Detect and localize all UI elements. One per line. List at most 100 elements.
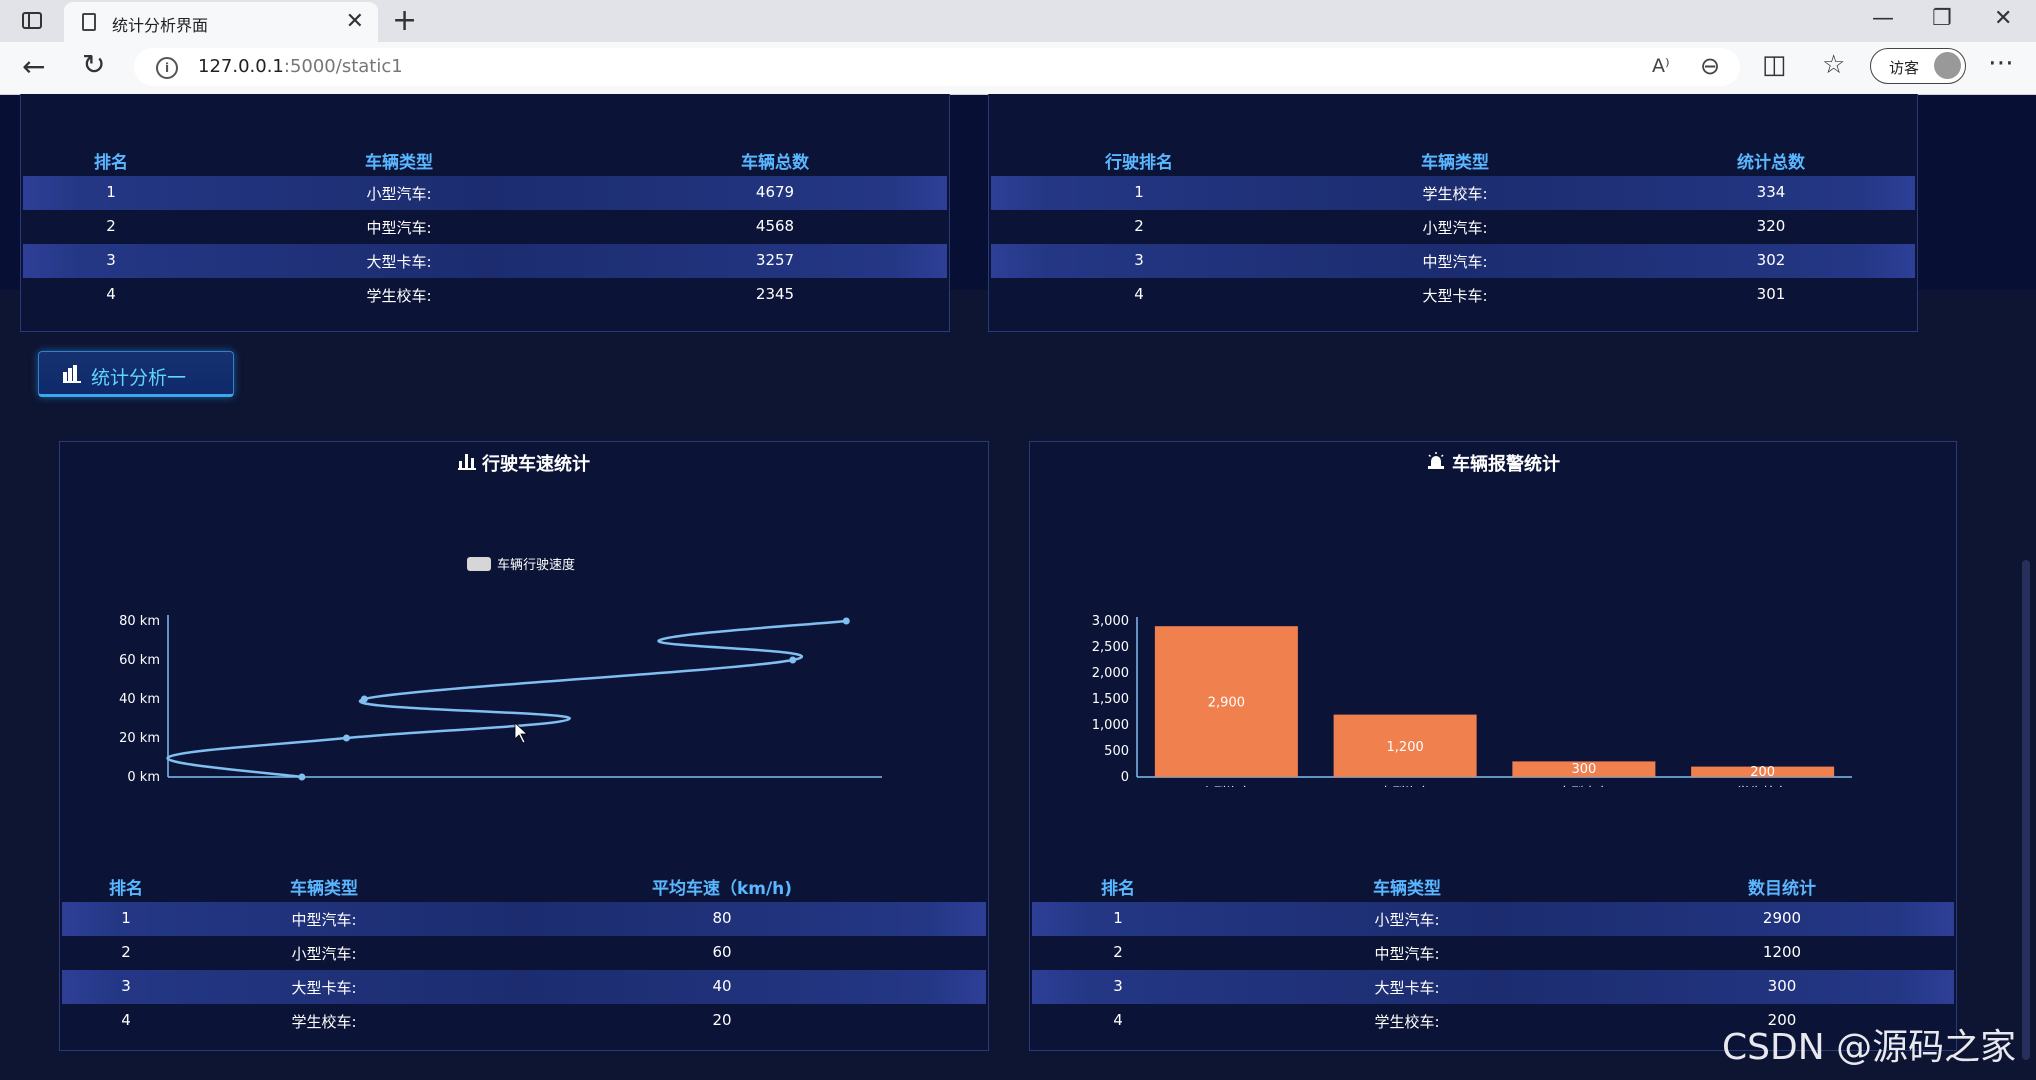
header-rank: 排名 (1101, 879, 1135, 899)
cell-type: 大型卡车: (1374, 979, 1440, 997)
table-header: 排名 车辆类型 车辆总数 (23, 142, 947, 176)
cell-type: 学生校车: (291, 1013, 357, 1031)
x-tick-label: 大型卡车 (1558, 785, 1610, 787)
restore-icon[interactable]: ❐ (1932, 6, 1952, 31)
alarm-light-icon (1426, 452, 1446, 475)
alarm-bar-chart: 0 500 1,000 1,500 2,000 2,500 3,000 2,900 小型汽车 1,… (1092, 614, 1852, 787)
address-bar[interactable]: i 127.0.0.1:5000/static1 A⁾ ⊖ (134, 48, 1740, 86)
table-row: 2 小型汽车: 320 (991, 210, 1915, 244)
stats-analysis-button[interactable]: 统计分析一 (38, 351, 234, 397)
data-point (360, 695, 368, 703)
read-aloud-icon[interactable]: A⁾ (1652, 55, 1670, 77)
back-arrow-icon[interactable]: ← (22, 50, 46, 83)
cell-rank: 1 (1134, 183, 1144, 201)
cell-type: 学生校车: (366, 287, 432, 305)
bar-data-label: 2,900 (1208, 696, 1245, 711)
y-tick-label: 40 km (119, 692, 160, 707)
table-row: 3 大型卡车: 40 (62, 970, 986, 1004)
cell-rank: 3 (1134, 251, 1144, 269)
alarm-stats-panel: 车辆报警统计 0 500 1,000 1,500 2,000 2,500 3,000 2,90… (1029, 441, 1957, 1051)
table-row: 2 小型汽车: 60 (62, 936, 986, 970)
cell-rank: 3 (106, 251, 116, 269)
table-row: 4 学生校车: 200 (1032, 1004, 1954, 1038)
data-point (789, 656, 797, 664)
x-tick-label: 80 (874, 786, 891, 787)
sidebar-icon[interactable] (22, 12, 42, 29)
url-host: 127.0.0.1 (198, 56, 284, 77)
avatar-icon (1934, 52, 1961, 79)
cell-type: 中型汽车: (1374, 945, 1440, 963)
driving-rank-panel: 行驶排名 车辆类型 统计总数 1 学生校车: 334 2 小型汽车: 320 3… (988, 94, 1918, 332)
tab-title: 统计分析界面 (112, 16, 209, 35)
table-row: 3 大型卡车: 3257 (23, 244, 947, 278)
cell-value: 40 (712, 977, 732, 995)
cell-rank: 4 (1113, 1011, 1123, 1029)
cell-type: 中型汽车: (366, 219, 432, 237)
cell-type: 学生校车: (1422, 185, 1488, 203)
cell-value: 334 (1756, 183, 1786, 201)
cell-value: 80 (712, 909, 732, 927)
bar-chart-icon (458, 452, 476, 475)
zoom-out-icon[interactable]: ⊖ (1700, 52, 1721, 80)
minimize-icon[interactable]: — (1872, 6, 1894, 31)
favorites-icon[interactable]: ☆ (1822, 50, 1846, 80)
x-tick-label: 60 (695, 786, 712, 787)
watermark: CSDN @源码之家 (1722, 1027, 2017, 1068)
cell-rank: 3 (121, 977, 131, 995)
cell-value: 1200 (1762, 943, 1802, 961)
cell-rank: 1 (1113, 909, 1123, 927)
url-text[interactable]: 127.0.0.1:5000/static1 (198, 56, 403, 77)
cell-rank: 4 (121, 1011, 131, 1029)
table-row: 1 中型汽车: 80 (62, 902, 986, 936)
bar (1512, 761, 1656, 777)
cell-type: 学生校车: (1374, 1013, 1440, 1031)
legend-swatch (467, 557, 491, 571)
speed-stats-panel: 行驶车速统计 车辆行驶速度 0 20 40 60 80 0 km 20 km 40 km 60 k… (59, 441, 989, 1051)
info-icon[interactable]: i (156, 57, 178, 79)
cell-value: 20 (712, 1011, 732, 1029)
header-type: 车辆类型 (1373, 879, 1441, 899)
cell-type: 大型卡车: (366, 253, 432, 271)
y-tick-label: 0 (1121, 770, 1129, 785)
header-rank: 排名 (94, 153, 128, 173)
table-row: 2 中型汽车: 4568 (23, 210, 947, 244)
reload-icon[interactable]: ↻ (82, 48, 106, 81)
alarm-table: 排名 车辆类型 数目统计 1 小型汽车: 2900 2 中型汽车: 1200 3… (1032, 868, 1954, 1038)
table-row: 4 学生校车: 2345 (23, 278, 947, 312)
bar (1154, 626, 1298, 777)
table-row: 3 中型汽车: 302 (991, 244, 1915, 278)
cell-rank: 2 (1113, 943, 1123, 961)
cell-rank: 2 (106, 217, 116, 235)
close-tab-icon[interactable]: ✕ (345, 9, 364, 34)
header-rank: 行驶排名 (1105, 153, 1173, 173)
y-tick-label: 0 km (127, 770, 160, 785)
header-speed: 平均车速（km/h) (651, 879, 793, 899)
header-count: 数目统计 (1748, 879, 1816, 899)
cell-type: 小型汽车: (291, 945, 357, 963)
browser-tab[interactable]: 统计分析界面 ✕ (64, 2, 378, 42)
speed-chart-title: 行驶车速统计 (60, 450, 988, 476)
cell-value: 301 (1756, 285, 1786, 303)
vehicle-count-table: 排名 车辆类型 车辆总数 1 小型汽车: 4679 2 中型汽车: 4568 3… (23, 142, 947, 312)
y-tick-label: 3,000 (1092, 614, 1129, 629)
more-icon[interactable]: ⋯ (1988, 48, 2014, 78)
page-icon (82, 13, 96, 31)
cell-value: 4568 (755, 217, 795, 235)
table-header: 排名 车辆类型 平均车速（km/h) (62, 868, 986, 902)
x-tick-label: 20 (338, 786, 355, 787)
window-close-icon[interactable]: ✕ (1994, 6, 2013, 31)
cell-value: 320 (1756, 217, 1786, 235)
scrollbar[interactable] (2022, 560, 2030, 1060)
split-screen-icon[interactable]: ◫ (1762, 50, 1787, 80)
y-tick-label: 60 km (119, 653, 160, 668)
profile-button[interactable]: 访客 (1870, 48, 1966, 84)
url-path: :5000/static1 (283, 56, 403, 77)
table-row: 2 中型汽车: 1200 (1032, 936, 1954, 970)
new-tab-icon[interactable]: + (392, 3, 418, 38)
y-tick-label: 2,000 (1092, 666, 1129, 681)
cell-rank: 1 (121, 909, 131, 927)
header-rank: 排名 (109, 879, 143, 899)
header-type: 车辆类型 (290, 879, 358, 899)
table-row: 1 小型汽车: 2900 (1032, 902, 1954, 936)
y-tick-label: 20 km (119, 731, 160, 746)
